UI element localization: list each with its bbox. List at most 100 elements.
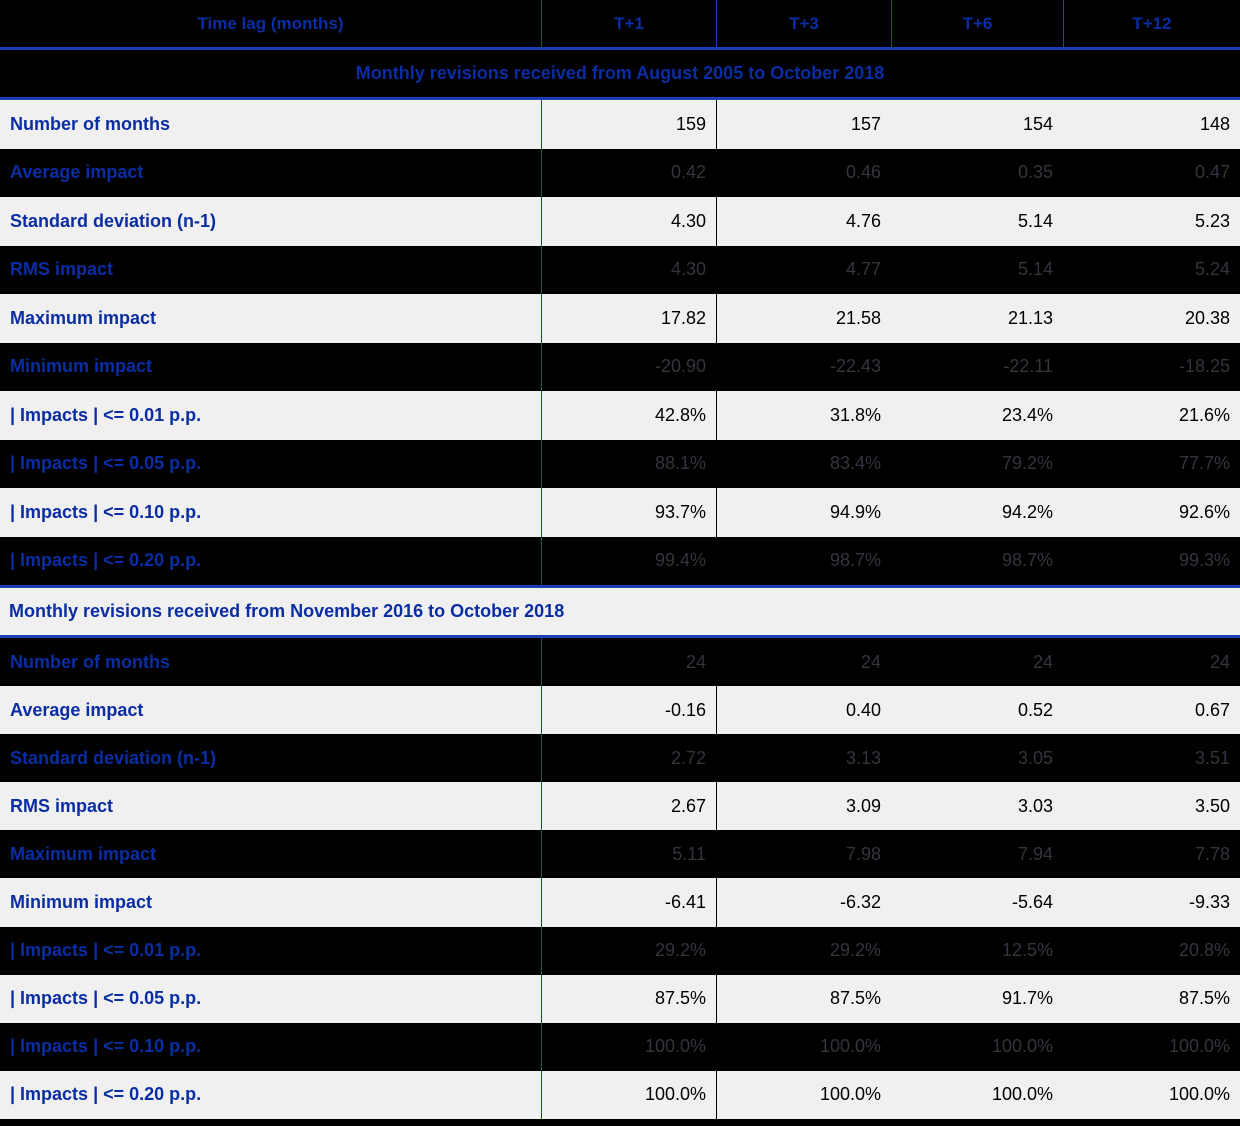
cell-value: 154 [1022, 113, 1053, 134]
cell-value: -22.43 [716, 342, 891, 391]
cell-value: 42.8% [541, 391, 716, 440]
cell-value: 23.4% [1001, 404, 1053, 425]
cell-value: 24 [1209, 651, 1230, 672]
cell-value: 3.09 [716, 782, 891, 831]
cell-value: 100.0% [1168, 1036, 1230, 1057]
cell-value: 94.2% [1001, 501, 1053, 522]
cell-value: 0.67 [1194, 699, 1230, 720]
cell-value: 94.9% [716, 488, 891, 537]
table-row: Number of months 159 157 154 148 [0, 100, 1240, 149]
table-row: Average impact 0.42 0.46 0.35 0.47 [0, 148, 1240, 197]
cell-value: 4.77 [716, 245, 891, 294]
cell-value: 100.0% [991, 1084, 1053, 1105]
cell-value: 148 [1199, 113, 1230, 134]
cell-value: 98.7% [716, 536, 891, 585]
cell-value: 87.5% [716, 974, 891, 1023]
cell-value: 5.14 [1017, 259, 1053, 280]
table-bottom-border [0, 1118, 1240, 1126]
cell-value: 20.38 [1184, 307, 1230, 328]
cell-value: 99.4% [541, 536, 716, 585]
row-label: | Impacts | <= 0.10 p.p. [10, 1036, 202, 1057]
row-label: | Impacts | <= 0.01 p.p. [10, 404, 202, 425]
cell-value: -6.41 [541, 878, 716, 927]
table-row: Minimum impact -6.41 -6.32 -5.64 -9.33 [0, 878, 1240, 927]
cell-value: -18.25 [1178, 356, 1230, 377]
section-rows-2005-2018: Number of months 159 157 154 148 Average impa… [0, 100, 1240, 585]
cell-value: 21.58 [716, 294, 891, 343]
row-label: | Impacts | <= 0.05 p.p. [10, 453, 202, 474]
cell-value: 31.8% [716, 391, 891, 440]
cell-value: 3.13 [716, 734, 891, 783]
table-row: Maximum impact 5.11 7.98 7.94 7.78 [0, 830, 1240, 879]
cell-value: 5.14 [1017, 210, 1053, 231]
cell-value: 5.11 [541, 830, 716, 879]
cell-value: -5.64 [1011, 892, 1053, 913]
cell-value: 0.52 [1017, 699, 1053, 720]
header-col-t1: T+1 [541, 0, 716, 47]
cell-value: -20.90 [541, 342, 716, 391]
cell-value: 17.82 [541, 294, 716, 343]
row-label: Average impact [10, 699, 144, 720]
header-col-t6: T+6 [891, 0, 1063, 47]
cell-value: 100.0% [991, 1036, 1053, 1057]
cell-value: 0.46 [716, 148, 891, 197]
section-title-2016-2018: Monthly revisions received from November… [0, 585, 1240, 638]
cell-value: 3.05 [1017, 747, 1053, 768]
cell-value: 100.0% [716, 1022, 891, 1071]
row-label: | Impacts | <= 0.20 p.p. [10, 1084, 202, 1105]
row-label: | Impacts | <= 0.01 p.p. [10, 940, 202, 961]
cell-value: 7.78 [1194, 843, 1230, 864]
table-row: | Impacts | <= 0.01 p.p. 29.2% 29.2% 12.5% 2… [0, 926, 1240, 975]
row-label: Maximum impact [10, 307, 157, 328]
table-row: | Impacts | <= 0.10 p.p. 100.0% 100.0% 100.… [0, 1022, 1240, 1071]
cell-value: 21.6% [1178, 404, 1230, 425]
cell-value: 99.3% [1178, 550, 1230, 571]
row-label: Standard deviation (n-1) [10, 210, 217, 231]
table-row: | Impacts | <= 0.05 p.p. 88.1% 83.4% 79.2% 7… [0, 439, 1240, 488]
table-row: | Impacts | <= 0.10 p.p. 93.7% 94.9% 94.2% 9… [0, 488, 1240, 537]
table-row: Minimum impact -20.90 -22.43 -22.11 -18.25 [0, 342, 1240, 391]
cell-value: 24 [541, 638, 716, 687]
cell-value: 100.0% [1168, 1084, 1230, 1105]
cell-value: 4.30 [541, 245, 716, 294]
cell-value: 0.47 [1194, 162, 1230, 183]
table-row: RMS impact 2.67 3.09 3.03 3.50 [0, 782, 1240, 831]
row-label: Standard deviation (n-1) [10, 747, 217, 768]
table-row: Maximum impact 17.82 21.58 21.13 20.38 [0, 294, 1240, 343]
cell-value: 87.5% [541, 974, 716, 1023]
cell-value: 3.50 [1194, 795, 1230, 816]
row-label: Minimum impact [10, 892, 153, 913]
cell-value: 87.5% [1178, 988, 1230, 1009]
table-row: Standard deviation (n-1) 4.30 4.76 5.14 5.23 [0, 197, 1240, 246]
table-row: Number of months 24 24 24 24 [0, 638, 1240, 687]
row-label: Minimum impact [10, 356, 153, 377]
header-time-lag-label: Time lag (months) [197, 13, 344, 33]
cell-value: 92.6% [1178, 501, 1230, 522]
cell-value: 88.1% [541, 439, 716, 488]
row-label: Number of months [10, 113, 170, 134]
section-title-2005-2018: Monthly revisions received from August 2… [0, 47, 1240, 100]
table-row: RMS impact 4.30 4.77 5.14 5.24 [0, 245, 1240, 294]
header-col-t3: T+3 [716, 0, 891, 47]
cell-value: -22.11 [1003, 356, 1053, 377]
cell-value: 7.94 [1017, 843, 1053, 864]
cell-value: 5.24 [1194, 259, 1230, 280]
cell-value: 157 [716, 100, 891, 149]
table-row: Standard deviation (n-1) 2.72 3.13 3.05 3.51 [0, 734, 1240, 783]
cell-value: 12.5% [1001, 940, 1053, 961]
cell-value: 159 [541, 100, 716, 149]
row-label: RMS impact [10, 795, 114, 816]
cell-value: 29.2% [716, 926, 891, 975]
cell-value: 4.76 [716, 197, 891, 246]
row-label: Number of months [10, 651, 170, 672]
cell-value: 3.03 [1017, 795, 1053, 816]
cell-value: -0.16 [541, 686, 716, 735]
cell-value: 21.13 [1007, 307, 1053, 328]
cell-value: 20.8% [1178, 940, 1230, 961]
cell-value: 4.30 [541, 197, 716, 246]
row-label: | Impacts | <= 0.20 p.p. [10, 550, 202, 571]
cell-value: -6.32 [716, 878, 891, 927]
cell-value: 24 [716, 638, 891, 687]
table-row: | Impacts | <= 0.20 p.p. 99.4% 98.7% 98.7% 9… [0, 536, 1240, 585]
